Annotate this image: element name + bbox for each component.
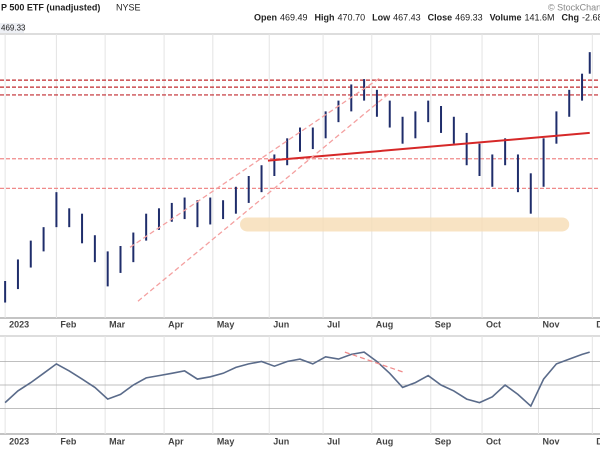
x-tick-label: Aug: [376, 436, 394, 446]
x-tick-label: Jul: [327, 319, 340, 329]
x-tick-label: Mar: [109, 319, 126, 329]
quote-value: 470.70: [338, 12, 366, 22]
rsi-line: [4, 351, 590, 408]
x-tick-label: Feb: [60, 436, 77, 446]
x-tick-label: Oct: [486, 436, 501, 446]
quote-label: Chg: [562, 12, 580, 22]
x-tick-label: Jun: [273, 436, 289, 446]
x-tick-label: Dec: [596, 319, 600, 329]
chart-title: P 500 ETF (unadjusted): [1, 2, 100, 12]
x-tick-label: Nov: [542, 436, 559, 446]
trend-line: [129, 77, 380, 248]
last-price: 469.33: [1, 24, 26, 33]
x-tick-label: Aug: [376, 319, 394, 329]
trend-line: [137, 92, 390, 302]
quote-value: 467.43: [393, 12, 421, 22]
trend-line: [267, 131, 590, 162]
last-price-box: [0, 23, 24, 33]
quote-label: Low: [372, 12, 391, 22]
x-tick-label: May: [217, 436, 235, 446]
x-tick-label: Dec: [596, 436, 600, 446]
x-tick-label: Apr: [168, 436, 184, 446]
x-tick-label: Sep: [435, 436, 452, 446]
x-tick-label: 2023: [9, 436, 29, 446]
trend-line: [344, 351, 406, 374]
quote-label: High: [315, 12, 335, 22]
x-tick-label: Mar: [109, 436, 126, 446]
quote-label: Volume: [490, 12, 522, 22]
x-tick-label: May: [217, 319, 235, 329]
quote-value: 469.33: [455, 12, 483, 22]
x-tick-label: 2023: [9, 319, 29, 329]
quote-value: 469.49: [280, 12, 308, 22]
x-tick-label: Oct: [486, 319, 501, 329]
x-tick-label: Nov: [542, 319, 559, 329]
x-tick-label: Feb: [60, 319, 77, 329]
x-tick-label: Jul: [327, 436, 340, 446]
x-tick-label: Jun: [273, 319, 289, 329]
quote-label: Close: [428, 12, 453, 22]
support-band: [240, 217, 570, 232]
exchange: NYSE: [116, 2, 141, 12]
quote-value: 141.6M: [525, 12, 555, 22]
x-tick-label: Sep: [435, 319, 452, 329]
quote-value: -2.68: [582, 12, 600, 22]
quote-label: Open: [254, 12, 277, 22]
watermark: © StockCharts.com: [548, 2, 600, 12]
x-tick-label: Apr: [168, 319, 184, 329]
